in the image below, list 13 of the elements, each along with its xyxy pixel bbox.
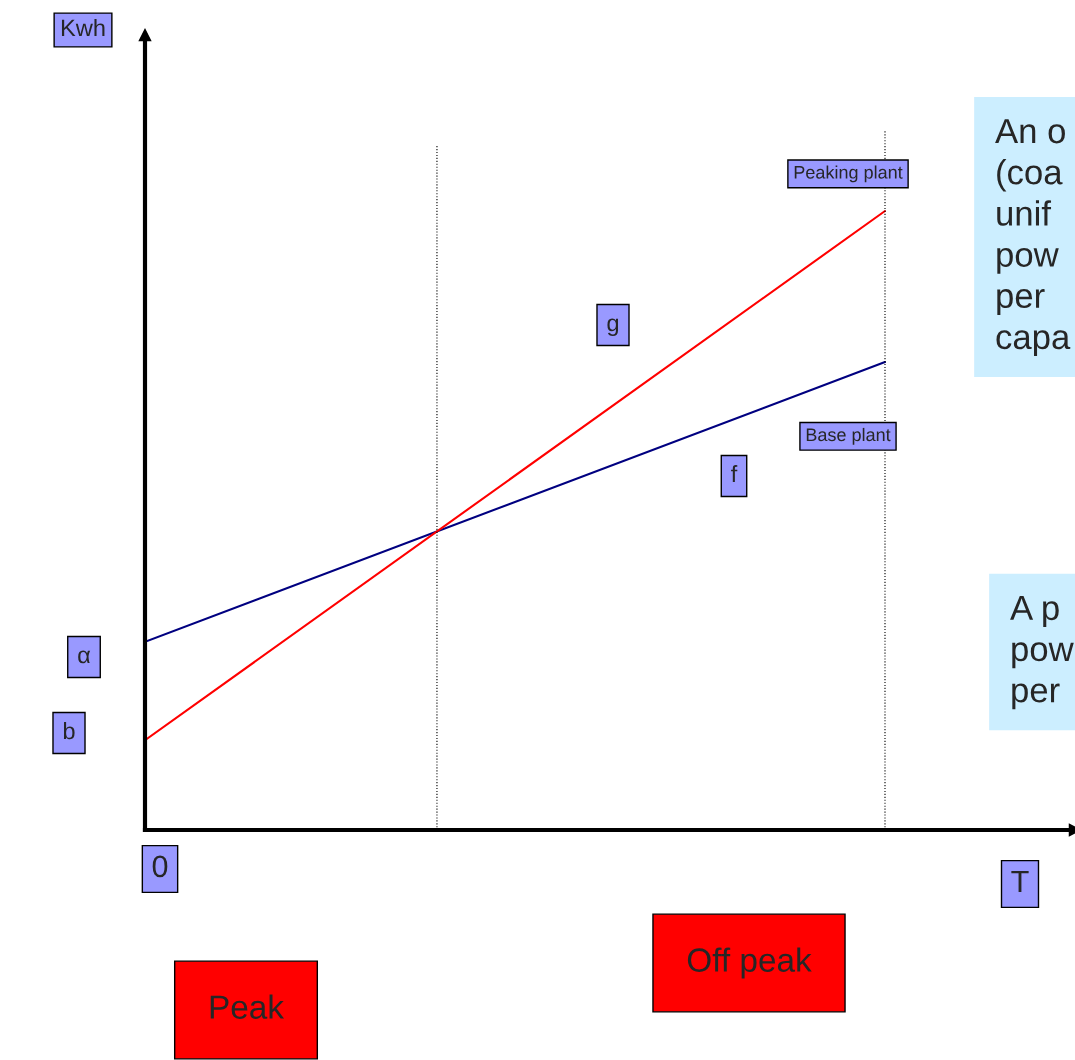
annotation: A p pow per [1010, 595, 1074, 710]
text: b [63, 721, 75, 740]
text: Off peak [687, 947, 812, 979]
series-label: Base plant [806, 427, 891, 445]
text: Peak [210, 994, 285, 1019]
text: 0 [152, 855, 168, 878]
annotation: An o (coa unif pow per capa [995, 119, 1071, 357]
annotation: f [731, 465, 738, 483]
text: Kwh [61, 19, 105, 37]
annotation: g [607, 318, 619, 336]
x-axis-title: T [1011, 870, 1029, 892]
series-label: Peaking plant [794, 165, 903, 183]
text: α [78, 650, 91, 664]
